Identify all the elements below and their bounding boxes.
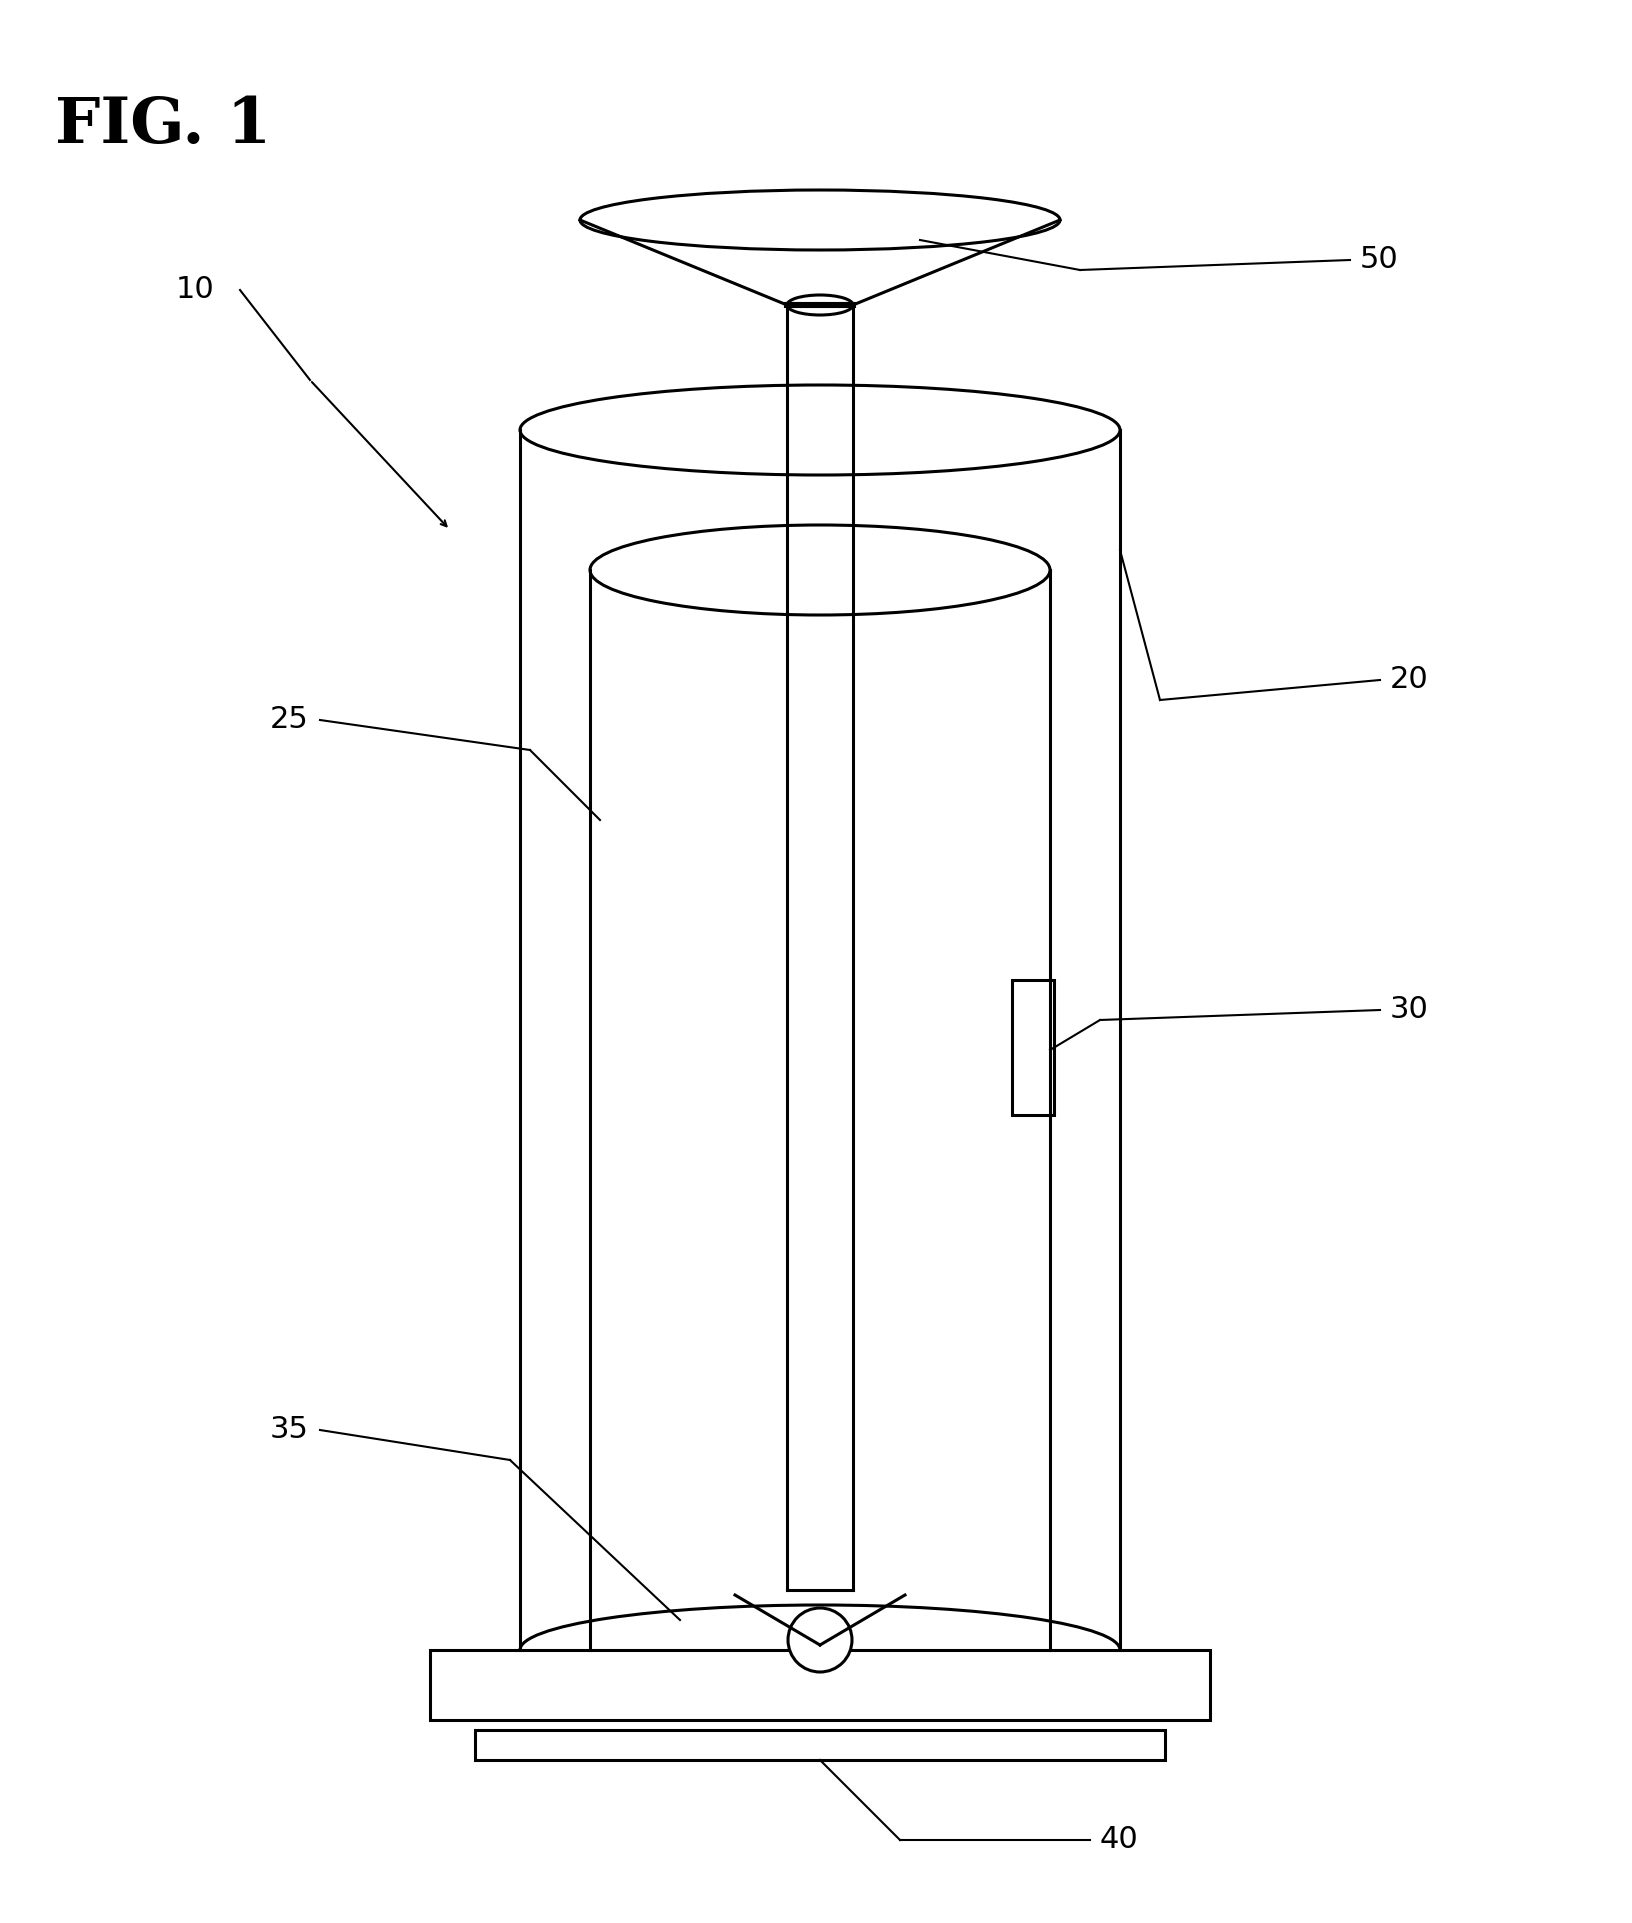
Text: FIG. 1: FIG. 1 [55,94,271,156]
Text: 10: 10 [176,275,214,304]
Bar [475,1731,1165,1760]
Text: 20: 20 [1390,665,1428,694]
Ellipse shape [579,190,1061,250]
Circle shape [788,1608,852,1671]
Text: 30: 30 [1390,996,1430,1025]
Bar [429,1650,1209,1719]
Ellipse shape [787,294,854,315]
Text: 50: 50 [1359,246,1399,275]
Text: 35: 35 [269,1415,308,1444]
Text: 40: 40 [1100,1825,1139,1854]
Text: 25: 25 [269,706,308,735]
Bar [1012,981,1054,1115]
